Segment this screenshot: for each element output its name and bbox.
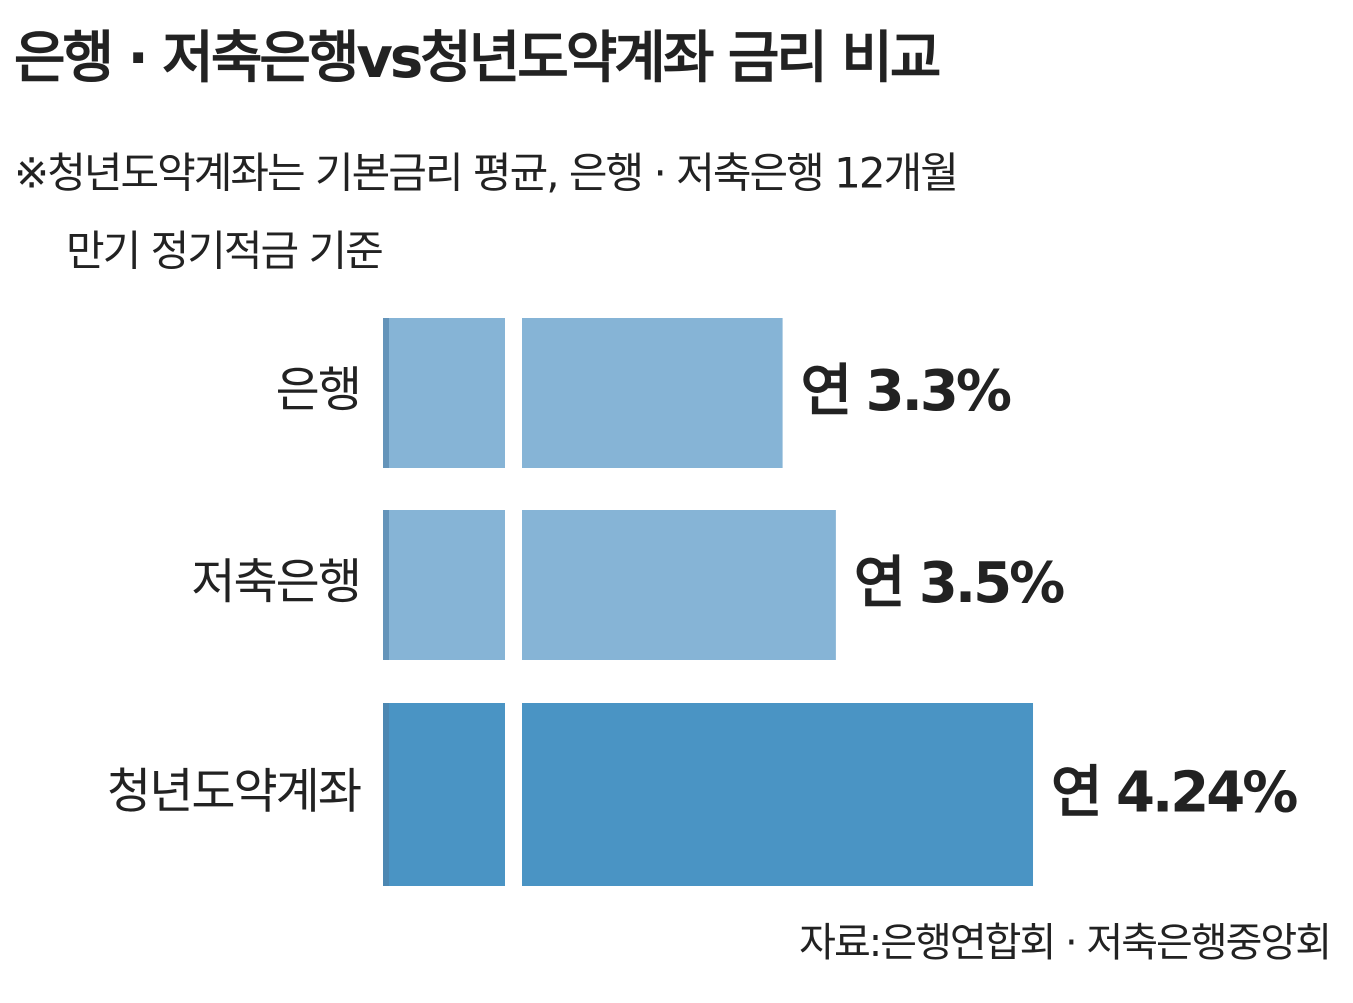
- axis-break: [505, 509, 522, 661]
- category-label: 저축은행: [191, 554, 360, 610]
- axis-break: [505, 702, 522, 887]
- value-label: 연 3.3%: [801, 359, 1011, 424]
- source: 자료:은행연합회 · 저축은행중앙회: [799, 920, 1330, 966]
- bar: [383, 510, 836, 660]
- category-label: 청년도약계좌: [107, 764, 361, 820]
- category-label: 은행: [276, 362, 360, 418]
- chart-title: 은행 · 저축은행vs청년도약계좌 금리 비교: [14, 26, 940, 91]
- bar-edge: [383, 703, 389, 886]
- bar-edge: [383, 510, 389, 660]
- bar-edge: [383, 318, 389, 468]
- value-label: 연 3.5%: [854, 551, 1064, 616]
- bar: [383, 318, 783, 468]
- bar: [383, 703, 1034, 886]
- subtitle: 만기 정기적금 기준: [66, 227, 382, 276]
- axis-break: [505, 317, 522, 469]
- subtitle: ※청년도약계좌는 기본금리 평균, 은행 · 저축은행 12개월: [14, 149, 957, 198]
- value-label: 연 4.24%: [1051, 761, 1297, 826]
